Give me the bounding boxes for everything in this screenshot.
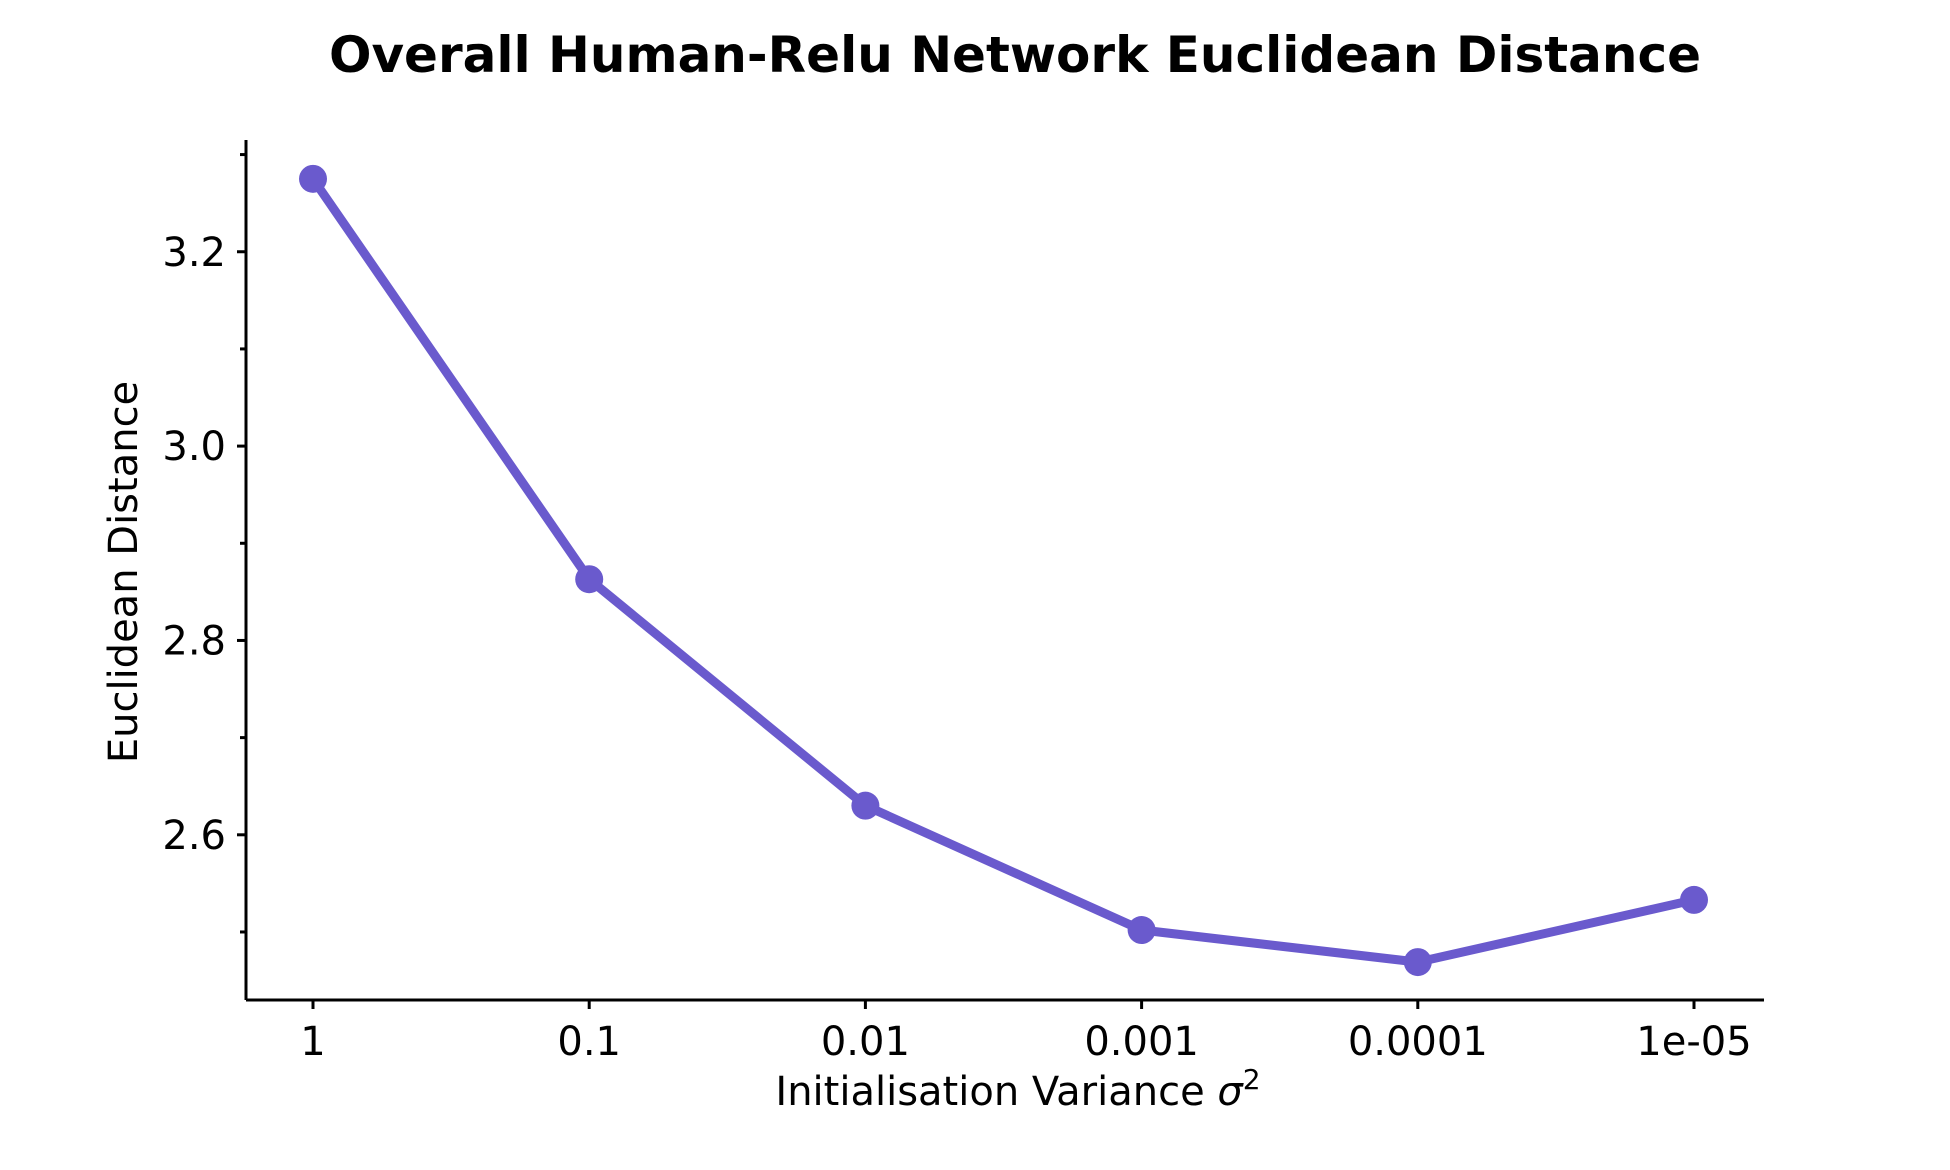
series-line [308, 174, 1699, 967]
x-tick-label: 0.001 [1084, 1019, 1199, 1065]
x-axis-label-text: Initialisation Variance [775, 1069, 1204, 1115]
data-point [1680, 885, 1708, 914]
plot-area: 2.6 2.8 3.0 3.2 1 0.1 0.01 0.001 0.0001 1e-05 [162, 140, 1764, 1065]
data-point [1403, 948, 1432, 977]
y-axis-label: Euclidean Distance [101, 381, 147, 763]
x-tick-label: 0.1 [557, 1019, 621, 1065]
x-tick-label: 1e-05 [1636, 1019, 1751, 1065]
x-tick-label: 0.01 [821, 1019, 910, 1065]
data-point [851, 791, 880, 820]
x-axis-label-superscript: 2 [1243, 1063, 1261, 1096]
y-tick-label: 3.2 [162, 230, 226, 276]
y-tick-label: 2.6 [162, 813, 226, 859]
data-point [575, 565, 604, 594]
y-tick-label: 3.0 [162, 424, 226, 470]
x-axis-label: Initialisation Variance σ2 [775, 1063, 1260, 1115]
chart-title: Overall Human-Relu Network Euclidean Dis… [329, 26, 1701, 84]
x-tick-label: 0.0001 [1348, 1019, 1488, 1065]
y-tick-label: 2.8 [162, 618, 226, 664]
x-axis-label-symbol: σ [1217, 1069, 1244, 1115]
data-point [299, 164, 327, 193]
data-point [1127, 916, 1156, 945]
x-tick-label: 1 [300, 1019, 325, 1065]
